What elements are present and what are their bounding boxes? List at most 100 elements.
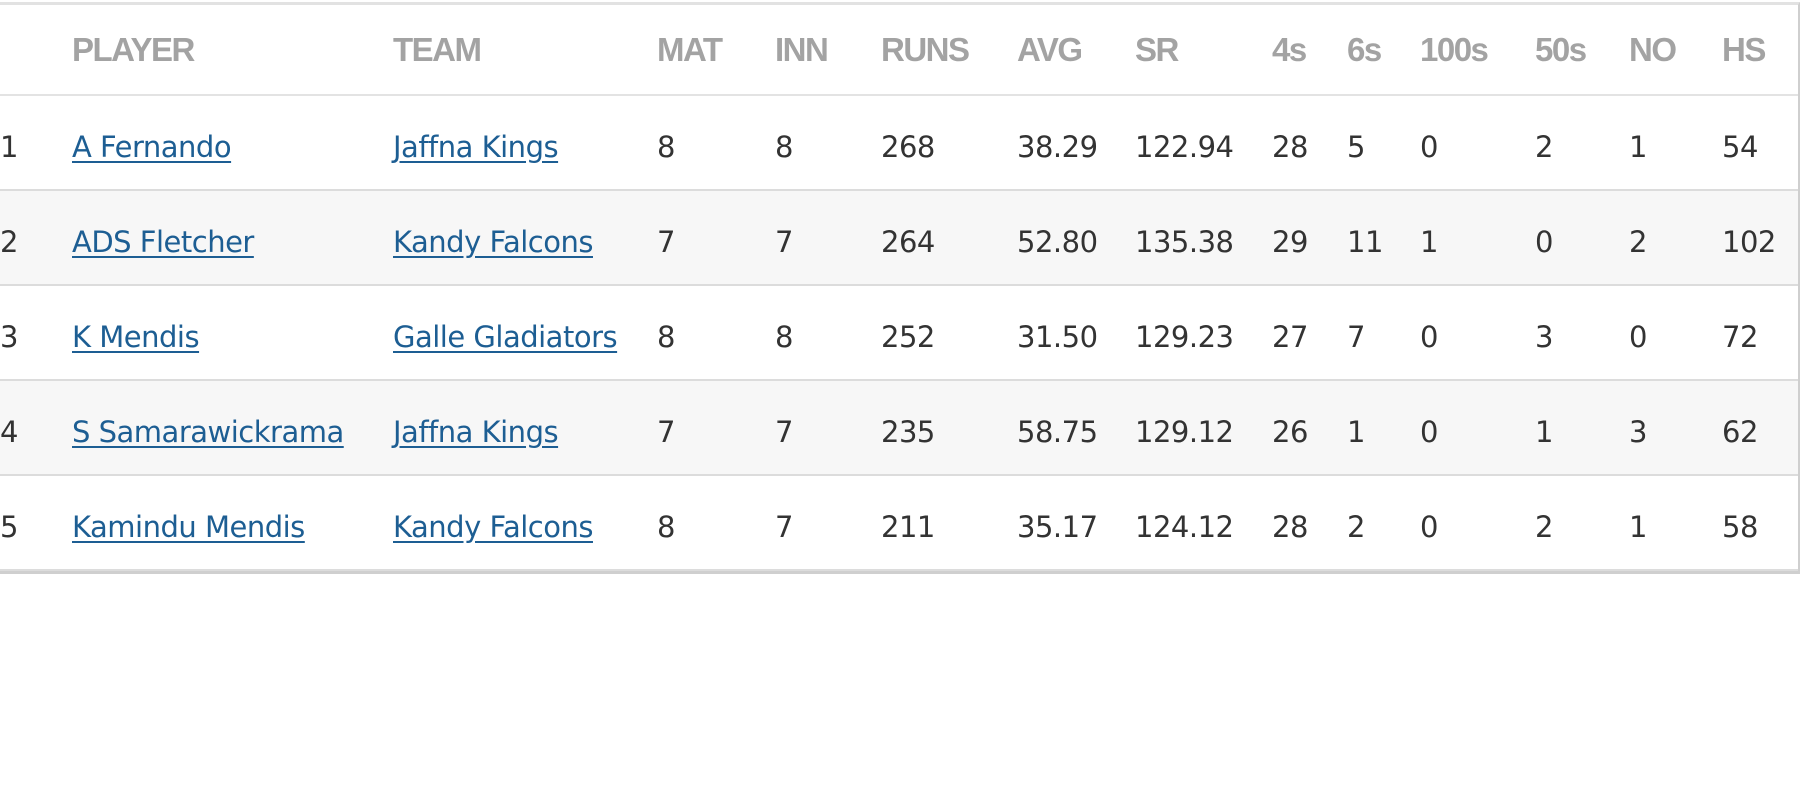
column-header-fours[interactable]: 4s	[1272, 5, 1347, 96]
cell-player: ADS Fletcher	[72, 190, 393, 286]
cell-avg: 52.80	[1017, 190, 1135, 286]
column-header-hs[interactable]: HS	[1722, 5, 1798, 96]
cell-fours: 28	[1272, 475, 1347, 571]
cell-team: Jaffna Kings	[393, 380, 657, 476]
player-link[interactable]: S Samarawickrama	[72, 415, 344, 449]
column-header-fifties[interactable]: 50s	[1535, 5, 1629, 96]
cell-hs: 62	[1722, 380, 1798, 476]
cell-sixes: 5	[1347, 95, 1420, 191]
cell-sixes: 1	[1347, 380, 1420, 476]
cell-sr: 124.12	[1135, 475, 1272, 571]
cell-sr: 129.23	[1135, 285, 1272, 381]
cell-hundreds: 0	[1420, 380, 1535, 476]
cell-runs: 252	[881, 285, 1017, 381]
cell-no: 3	[1629, 380, 1722, 476]
cell-hundreds: 0	[1420, 95, 1535, 191]
cell-fifties: 2	[1535, 95, 1629, 191]
cell-fours: 27	[1272, 285, 1347, 381]
column-header-sr[interactable]: SR	[1135, 5, 1272, 96]
cell-rank: 3	[0, 285, 72, 381]
column-header-hundreds[interactable]: 100s	[1420, 5, 1535, 96]
cell-team: Jaffna Kings	[393, 95, 657, 191]
column-header-no[interactable]: NO	[1629, 5, 1722, 96]
cell-inn: 8	[775, 95, 881, 191]
player-link[interactable]: Kamindu Mendis	[72, 510, 305, 544]
column-header-inn[interactable]: INN	[775, 5, 881, 96]
player-link[interactable]: ADS Fletcher	[72, 225, 254, 259]
cell-mat: 8	[657, 475, 775, 571]
cell-rank: 5	[0, 475, 72, 571]
team-link[interactable]: Kandy Falcons	[393, 510, 593, 544]
cell-mat: 8	[657, 95, 775, 191]
column-header-sixes[interactable]: 6s	[1347, 5, 1420, 96]
cell-sixes: 7	[1347, 285, 1420, 381]
cell-team: Kandy Falcons	[393, 190, 657, 286]
cell-no: 0	[1629, 285, 1722, 381]
table-row: 5 Kamindu Mendis Kandy Falcons 8 7 211 35.17 12…	[0, 475, 1798, 571]
team-link[interactable]: Kandy Falcons	[393, 225, 593, 259]
cell-hundreds: 1	[1420, 190, 1535, 286]
column-header-mat[interactable]: MAT	[657, 5, 775, 96]
table-row: 2 ADS Fletcher Kandy Falcons 7 7 264 52.80 135.…	[0, 190, 1798, 286]
cell-sixes: 11	[1347, 190, 1420, 286]
cell-runs: 268	[881, 95, 1017, 191]
cell-rank: 2	[0, 190, 72, 286]
column-header-player[interactable]: PLAYER	[72, 5, 393, 96]
table-header-row: PLAYER TEAM MAT INN RUNS AVG SR 4s 6s 100s 50s NO HS	[0, 5, 1798, 96]
cell-sr: 135.38	[1135, 190, 1272, 286]
player-link[interactable]: A Fernando	[72, 130, 232, 164]
cell-hs: 54	[1722, 95, 1798, 191]
team-link[interactable]: Jaffna Kings	[393, 130, 559, 164]
cell-avg: 58.75	[1017, 380, 1135, 476]
cell-inn: 7	[775, 190, 881, 286]
cell-rank: 1	[0, 95, 72, 191]
cell-mat: 7	[657, 190, 775, 286]
cell-no: 1	[1629, 475, 1722, 571]
column-header-rank[interactable]	[0, 5, 72, 96]
cell-inn: 8	[775, 285, 881, 381]
cell-rank: 4	[0, 380, 72, 476]
cell-hs: 102	[1722, 190, 1798, 286]
player-link[interactable]: K Mendis	[72, 320, 200, 354]
cell-team: Galle Gladiators	[393, 285, 657, 381]
cell-player: Kamindu Mendis	[72, 475, 393, 571]
batting-stats-table-container: PLAYER TEAM MAT INN RUNS AVG SR 4s 6s 100s 50s NO HS…	[0, 2, 1800, 574]
cell-player: A Fernando	[72, 95, 393, 191]
cell-sr: 122.94	[1135, 95, 1272, 191]
cell-sixes: 2	[1347, 475, 1420, 571]
cell-hs: 58	[1722, 475, 1798, 571]
cell-hs: 72	[1722, 285, 1798, 381]
cell-player: S Samarawickrama	[72, 380, 393, 476]
cell-inn: 7	[775, 475, 881, 571]
cell-mat: 8	[657, 285, 775, 381]
column-header-runs[interactable]: RUNS	[881, 5, 1017, 96]
cell-inn: 7	[775, 380, 881, 476]
cell-fours: 29	[1272, 190, 1347, 286]
batting-stats-table: PLAYER TEAM MAT INN RUNS AVG SR 4s 6s 100s 50s NO HS…	[0, 5, 1798, 571]
cell-avg: 31.50	[1017, 285, 1135, 381]
cell-fifties: 3	[1535, 285, 1629, 381]
cell-avg: 35.17	[1017, 475, 1135, 571]
cell-fours: 28	[1272, 95, 1347, 191]
cell-team: Kandy Falcons	[393, 475, 657, 571]
cell-no: 1	[1629, 95, 1722, 191]
cell-fifties: 0	[1535, 190, 1629, 286]
team-link[interactable]: Jaffna Kings	[393, 415, 559, 449]
column-header-team[interactable]: TEAM	[393, 5, 657, 96]
cell-runs: 264	[881, 190, 1017, 286]
cell-hundreds: 0	[1420, 475, 1535, 571]
cell-hundreds: 0	[1420, 285, 1535, 381]
cell-mat: 7	[657, 380, 775, 476]
team-link[interactable]: Galle Gladiators	[393, 320, 618, 354]
cell-fours: 26	[1272, 380, 1347, 476]
cell-runs: 211	[881, 475, 1017, 571]
cell-no: 2	[1629, 190, 1722, 286]
cell-sr: 129.12	[1135, 380, 1272, 476]
cell-runs: 235	[881, 380, 1017, 476]
cell-fifties: 2	[1535, 475, 1629, 571]
column-header-avg[interactable]: AVG	[1017, 5, 1135, 96]
cell-avg: 38.29	[1017, 95, 1135, 191]
